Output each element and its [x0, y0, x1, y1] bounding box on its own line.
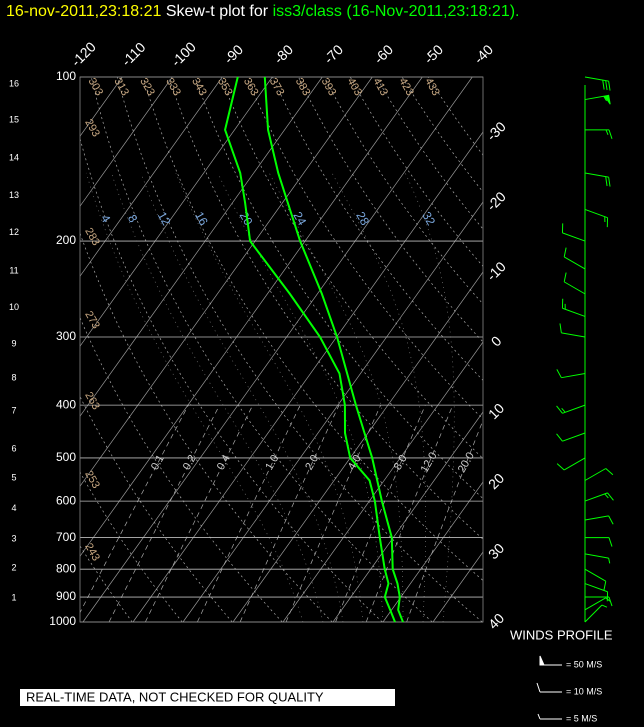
dry-adiabat [80, 395, 233, 622]
height-label: 15 [9, 115, 19, 125]
height-label: 9 [11, 338, 16, 348]
dry-adiabat [80, 232, 333, 622]
legend-barb [537, 713, 562, 720]
dry-adiabat [194, 77, 483, 500]
isotherm [382, 481, 483, 622]
pressure-label: 400 [56, 397, 76, 411]
footer: REAL-TIME DATA, NOT CHECKED FOR QUALITY [26, 689, 324, 704]
height-label: 6 [11, 444, 16, 454]
plot-frame [79, 76, 484, 623]
legend-label: = 50 M/S [566, 659, 602, 669]
height-label: 4 [11, 503, 16, 513]
height-label: 12 [9, 227, 19, 237]
isotherm [80, 77, 223, 277]
wind-barb [584, 568, 607, 591]
wind-barb [584, 515, 614, 525]
header-source: iss3/class (16-Nov-2011,23:18:21). [273, 3, 520, 20]
moist-adiabat-label: 20 [237, 209, 256, 228]
legend-barb [536, 682, 562, 693]
wind-barb [584, 76, 611, 91]
wind-barb [584, 553, 611, 564]
height-label: 1 [11, 592, 16, 602]
wind-barb [556, 369, 586, 379]
height-label: 5 [11, 472, 16, 482]
height-label: 3 [11, 533, 16, 543]
winds-title: WINDS PROFILE [510, 627, 613, 642]
footer-box [20, 689, 395, 706]
pressure-label: 600 [56, 493, 76, 507]
height-label: 7 [11, 405, 16, 415]
wind-barb [556, 432, 586, 442]
pressure-label: 200 [56, 233, 76, 247]
wind-barb [561, 298, 586, 317]
dry-adiabat [90, 77, 433, 622]
pressure-label: 800 [56, 561, 76, 575]
pressure-label: 900 [56, 589, 76, 603]
wind-barb [556, 457, 586, 471]
legend-barb [539, 655, 562, 666]
wind-barb [585, 596, 613, 607]
wind-barb [561, 223, 586, 242]
height-label: 11 [9, 265, 18, 275]
legend-label: = 10 M/S [566, 686, 602, 696]
legend-label: = 5 M/S [566, 713, 597, 723]
wind-barb [585, 129, 613, 139]
isotherm [232, 271, 483, 622]
height-label: 2 [11, 562, 16, 572]
dry-adiabat [272, 77, 483, 381]
height-label: 8 [11, 373, 16, 383]
wind-barb [585, 537, 613, 547]
dry-adiabat [80, 137, 383, 622]
isotherm [80, 77, 423, 557]
wind-barb [563, 272, 586, 295]
height-label: 10 [9, 302, 19, 312]
pressure-label: 500 [56, 450, 76, 464]
sounding-line [224, 76, 396, 623]
dry-adiabat [220, 77, 483, 460]
isotherm [80, 77, 173, 207]
moist-adiabat [140, 172, 344, 622]
moist-adiabat-label: 32 [419, 209, 438, 228]
wind-barb [556, 404, 586, 414]
height-label: 16 [9, 78, 19, 88]
isotherm [282, 341, 483, 622]
pressure-label: 300 [56, 329, 76, 343]
moist-adiabat-label: 12 [155, 209, 174, 228]
isotherm [80, 77, 323, 417]
wind-barb [584, 468, 614, 481]
pressure-label: 100 [56, 69, 76, 83]
pressure-label: 1000 [49, 614, 76, 628]
header: 16-nov-2011,23:18:21 Skew-t plot for iss… [6, 3, 520, 20]
wind-barb [584, 208, 609, 228]
header-title: Skew-t plot for [166, 3, 269, 20]
isotherm [80, 77, 373, 487]
wind-barb [584, 172, 611, 187]
wind-barb [584, 94, 611, 105]
isotherm [80, 77, 273, 347]
moist-adiabat [85, 172, 304, 622]
header-date: 16-nov-2011,23:18:21 [6, 3, 161, 20]
wind-barb [584, 604, 608, 623]
wind-barb [563, 247, 586, 270]
height-label: 14 [9, 153, 19, 163]
height-label: 13 [9, 190, 19, 200]
dry-adiabat [80, 316, 283, 622]
isotherm [182, 201, 483, 622]
wind-barb [584, 492, 614, 502]
moist-adiabat-label: 28 [353, 209, 372, 228]
moist-adiabat-label: 16 [192, 209, 211, 228]
sounding-line [263, 76, 404, 623]
wind-barb [584, 597, 611, 611]
isotherm [332, 411, 483, 622]
isotherm [82, 77, 473, 622]
pressure-label: 700 [56, 530, 76, 544]
moist-adiabat [111, 172, 324, 622]
dry-adiabat [324, 77, 483, 305]
wind-barb [559, 323, 586, 338]
